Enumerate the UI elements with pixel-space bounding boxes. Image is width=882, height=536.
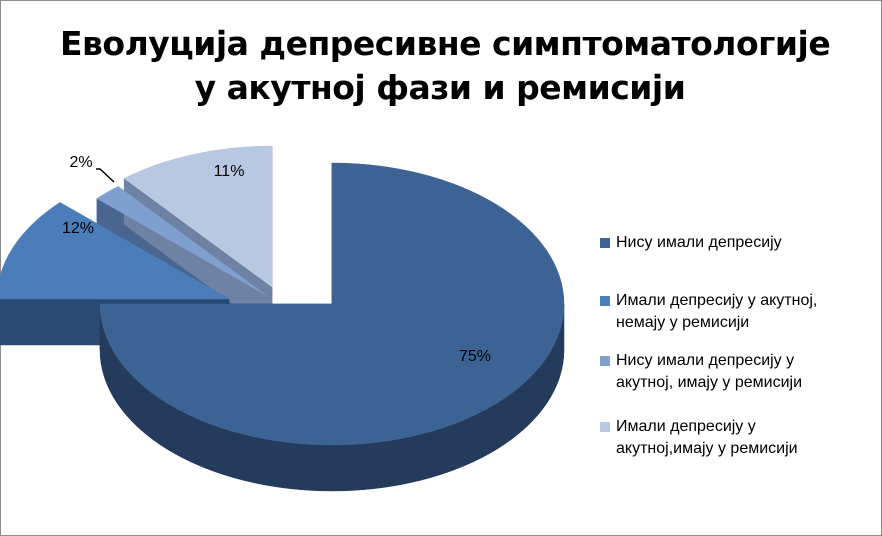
legend-item-1: Нису имали депресију: [600, 232, 782, 254]
data-labels: 75% 12% 2% 11%: [62, 154, 491, 365]
data-label-3: 2%: [69, 154, 92, 171]
legend-swatch-3: [600, 356, 610, 366]
slice-tops: [0, 145, 565, 446]
legend-swatch-2: [600, 296, 610, 306]
slice-acute-only: [0, 202, 230, 300]
chart-title-line-2: у акутној фази и ремисији: [194, 68, 686, 107]
legend-label-1-line-1: Нису имали депресију: [616, 234, 782, 251]
legend-swatch-4: [600, 422, 610, 432]
legend-swatch-1: [600, 238, 610, 248]
data-label-1: 75%: [459, 348, 491, 365]
data-label-4: 11%: [214, 163, 245, 180]
chart-title: Еволуција депресивне симптоматологије у …: [60, 22, 831, 110]
data-label-2: 12%: [62, 220, 94, 237]
legend-label-2-line-2: немају у ремисији: [616, 314, 750, 331]
legend-label-3-line-1: Нису имали депресију у: [616, 352, 795, 369]
legend-label-4-line-2: акутној,имају у ремисији: [616, 440, 798, 457]
legend-item-3: Нису имали депресију у акутној, имају у р…: [600, 350, 802, 394]
legend-label-4-line-1: Имали депресију у: [616, 418, 756, 435]
legend-label-2-line-1: Имали депресију у акутној,: [616, 292, 818, 309]
slice-no-depression: [99, 162, 565, 446]
legend-label-3-line-2: акутној, имају у ремисији: [616, 374, 803, 391]
slice-both: [123, 145, 273, 288]
slice-remission-only: [96, 186, 267, 296]
legend-item-4: Имали депресију у акутној,имају у ремисиј…: [600, 416, 798, 460]
legend-item-2: Имали депресију у акутној, немају у ремис…: [600, 290, 817, 334]
leader-line-2pct: [96, 168, 115, 183]
chart-title-line-1: Еволуција депресивне симптоматологије: [60, 24, 831, 63]
